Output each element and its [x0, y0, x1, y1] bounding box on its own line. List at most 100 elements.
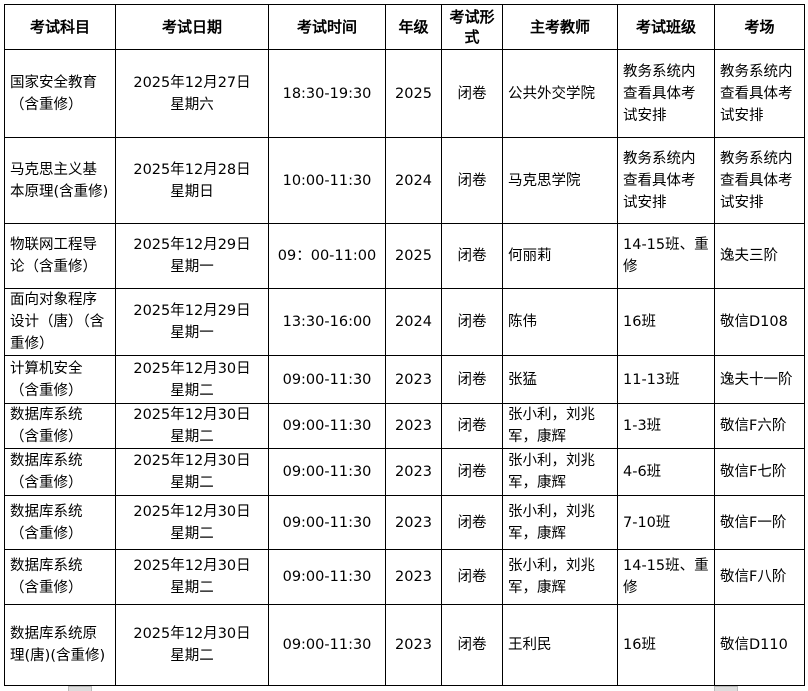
cell-time: 13:30-16:00 — [268, 288, 386, 356]
cell-subject: 数据库系统（含重修） — [4, 495, 116, 550]
cell-grade: 2023 — [385, 495, 442, 550]
cell-date: 2025年12月30日 星期二 — [115, 549, 269, 605]
cell-grade: 2023 — [385, 604, 442, 686]
exam-date: 2025年12月30日 — [133, 360, 251, 377]
cell-date: 2025年12月30日 星期二 — [115, 604, 269, 686]
table-row: 数据库系统（含重修） 2025年12月30日 星期二 09:00-11:30 2023 闭… — [4, 403, 805, 449]
cell-subject: 物联网工程导论（含重修） — [4, 223, 116, 289]
cell-class: 16班 — [617, 288, 715, 356]
cell-time: 09:00-11:30 — [268, 448, 386, 496]
cell-grade: 2023 — [385, 355, 442, 404]
cell-date: 2025年12月30日 星期二 — [115, 448, 269, 496]
cell-teacher: 张小利，刘兆军，康辉 — [502, 495, 618, 550]
cell-grade: 2025 — [385, 223, 442, 289]
cell-date: 2025年12月28日 星期日 — [115, 137, 269, 224]
cell-teacher: 张小利，刘兆军，康辉 — [502, 403, 618, 449]
cell-form: 闭卷 — [441, 495, 503, 550]
cell-date: 2025年12月30日 星期二 — [115, 355, 269, 404]
cell-class: 11-13班 — [617, 355, 715, 404]
cell-form: 闭卷 — [441, 288, 503, 356]
exam-weekday: 星期二 — [170, 475, 214, 491]
cell-subject: 面向对象程序设计（唐）（含重修） — [4, 288, 116, 356]
cell-class: 14-15班、重修 — [617, 223, 715, 289]
header-subject: 考试科目 — [4, 4, 116, 50]
cell-class: 1-3班 — [617, 403, 715, 449]
cell-form: 闭卷 — [441, 549, 503, 605]
cell-teacher: 张小利，刘兆军，康辉 — [502, 448, 618, 496]
cell-room: 逸夫十一阶 — [714, 355, 805, 404]
exam-date: 2025年12月30日 — [133, 407, 251, 423]
header-room: 考场 — [714, 4, 805, 50]
cell-date: 2025年12月30日 星期二 — [115, 403, 269, 449]
cell-subject: 马克思主义基本原理(含重修) — [4, 137, 116, 224]
cell-teacher: 张猛 — [502, 355, 618, 404]
cell-date: 2025年12月30日 星期二 — [115, 495, 269, 550]
exam-weekday: 星期日 — [170, 183, 214, 200]
exam-date: 2025年12月30日 — [133, 503, 251, 520]
exam-date: 2025年12月30日 — [133, 626, 251, 642]
cell-room: 敬信F六阶 — [714, 403, 805, 449]
cell-grade: 2024 — [385, 288, 442, 356]
exam-schedule-table: 考试科目 考试日期 考试时间 年级 考试形式 主考教师 考试班级 考场 国家安全… — [4, 4, 805, 686]
cell-room: 逸夫三阶 — [714, 223, 805, 289]
table-row: 面向对象程序设计（唐）（含重修） 2025年12月29日 星期一 13:30-16:0… — [4, 288, 805, 356]
exam-weekday: 星期二 — [170, 429, 214, 445]
page-marker — [68, 686, 92, 691]
table-row: 数据库系统（含重修） 2025年12月30日 星期二 09:00-11:30 2023 闭… — [4, 549, 805, 605]
cell-subject: 数据库系统原理(唐)(含重修) — [4, 604, 116, 686]
cell-grade: 2024 — [385, 137, 442, 224]
exam-weekday: 星期一 — [170, 259, 214, 275]
cell-class: 16班 — [617, 604, 715, 686]
cell-grade: 2023 — [385, 403, 442, 449]
cell-subject: 数据库系统（含重修） — [4, 448, 116, 496]
exam-date: 2025年12月29日 — [133, 303, 251, 319]
exam-date: 2025年12月29日 — [133, 237, 251, 253]
cell-date: 2025年12月29日 星期一 — [115, 223, 269, 289]
header-form: 考试形式 — [441, 4, 503, 50]
exam-weekday: 星期二 — [170, 580, 214, 596]
cell-grade: 2023 — [385, 549, 442, 605]
exam-date: 2025年12月30日 — [133, 558, 251, 574]
cell-teacher: 马克思学院 — [502, 137, 618, 224]
exam-weekday: 星期二 — [170, 648, 214, 664]
header-teacher: 主考教师 — [502, 4, 618, 50]
cell-room: 教务系统内查看具体考试安排 — [714, 49, 805, 138]
cell-date: 2025年12月29日 星期一 — [115, 288, 269, 356]
exam-date: 2025年12月27日 — [133, 74, 251, 91]
cell-time: 18:30-19:30 — [268, 49, 386, 138]
table-row: 数据库系统原理(唐)(含重修) 2025年12月30日 星期二 09:00-11:30… — [4, 604, 805, 686]
cell-class: 教务系统内查看具体考试安排 — [617, 49, 715, 138]
cell-teacher: 陈伟 — [502, 288, 618, 356]
table-row: 数据库系统（含重修） 2025年12月30日 星期二 09:00-11:30 2023 闭… — [4, 495, 805, 550]
cell-class: 4-6班 — [617, 448, 715, 496]
table-row: 国家安全教育（含重修） 2025年12月27日 星期六 18:30-19:30 2025… — [4, 49, 805, 138]
cell-room: 教务系统内查看具体考试安排 — [714, 137, 805, 224]
cell-room: 敬信D108 — [714, 288, 805, 356]
header-class: 考试班级 — [617, 4, 715, 50]
cell-grade: 2023 — [385, 448, 442, 496]
cell-time: 10:00-11:30 — [268, 137, 386, 224]
exam-weekday: 星期六 — [170, 96, 214, 113]
cell-form: 闭卷 — [441, 355, 503, 404]
exam-weekday: 星期一 — [170, 325, 214, 341]
cell-subject: 数据库系统（含重修） — [4, 549, 116, 605]
cell-form: 闭卷 — [441, 223, 503, 289]
cell-subject: 数据库系统（含重修） — [4, 403, 116, 449]
cell-teacher: 何丽莉 — [502, 223, 618, 289]
table-row: 数据库系统（含重修） 2025年12月30日 星期二 09:00-11:30 2023 闭… — [4, 448, 805, 496]
cell-time: 09:00-11:30 — [268, 355, 386, 404]
cell-room: 敬信F一阶 — [714, 495, 805, 550]
table-row: 计算机安全（含重修） 2025年12月30日 星期二 09:00-11:30 2023 闭… — [4, 355, 805, 404]
cell-form: 闭卷 — [441, 604, 503, 686]
header-date: 考试日期 — [115, 4, 269, 50]
cell-form: 闭卷 — [441, 137, 503, 224]
cell-time: 09:00-11:30 — [268, 403, 386, 449]
exam-weekday: 星期二 — [170, 382, 214, 399]
cell-form: 闭卷 — [441, 448, 503, 496]
cell-class: 教务系统内查看具体考试安排 — [617, 137, 715, 224]
cell-class: 14-15班、重修 — [617, 549, 715, 605]
exam-weekday: 星期二 — [170, 525, 214, 542]
exam-date: 2025年12月30日 — [133, 453, 251, 469]
exam-date: 2025年12月28日 — [133, 161, 251, 178]
page-marker — [714, 686, 738, 691]
